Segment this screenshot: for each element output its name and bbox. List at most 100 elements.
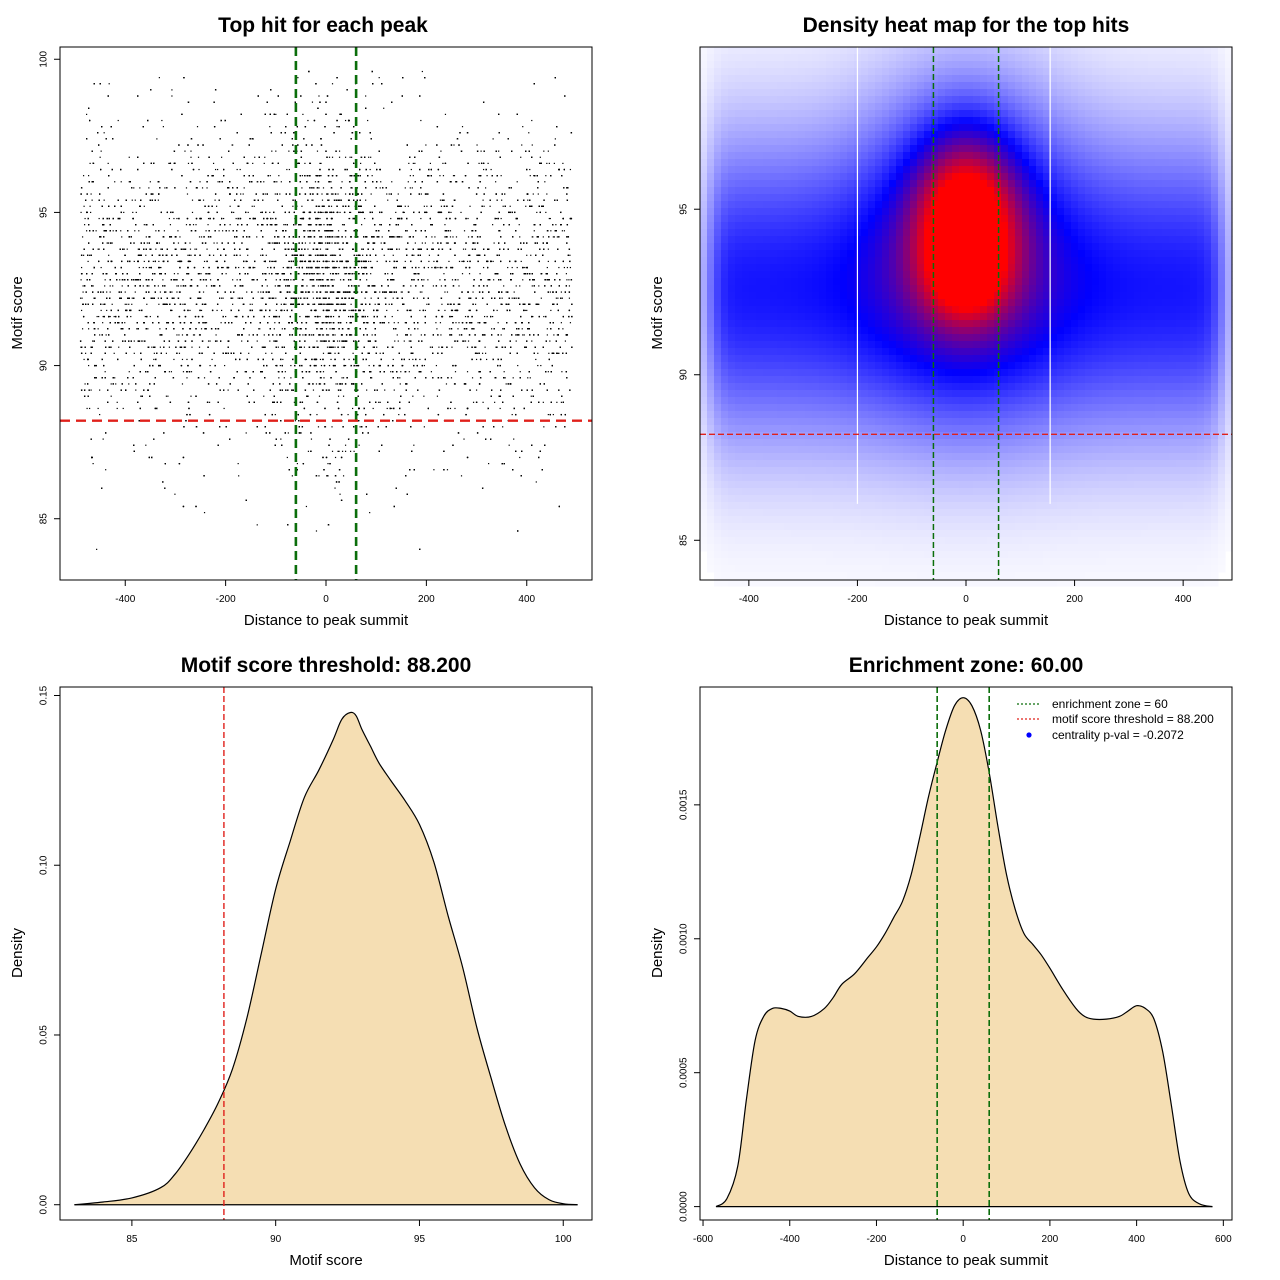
scatter-point xyxy=(292,279,294,281)
scatter-point xyxy=(331,83,334,85)
scatter-point xyxy=(207,340,210,342)
scatter-point xyxy=(378,401,380,403)
scatter-point xyxy=(319,273,321,275)
scatter-point xyxy=(214,168,217,171)
scatter-point xyxy=(389,248,391,250)
scatter-point xyxy=(492,315,494,318)
scatter-point xyxy=(157,199,159,201)
scatter-point xyxy=(168,371,171,373)
scatter-point xyxy=(533,230,535,232)
scatter-point xyxy=(80,279,82,281)
scatter-point xyxy=(189,309,191,312)
scatter-point xyxy=(124,322,126,324)
scatter-point xyxy=(244,371,246,373)
scatter-point xyxy=(320,364,323,367)
scatter-point xyxy=(316,340,318,342)
scatter-point xyxy=(120,230,122,232)
scatter-point xyxy=(455,322,457,324)
scatter-point xyxy=(108,83,110,85)
scatter-point xyxy=(298,242,300,244)
scatter-point xyxy=(273,340,275,342)
scatter-point xyxy=(307,383,310,385)
scatter-point xyxy=(544,279,546,281)
scatter-point xyxy=(275,113,277,115)
scatter-point xyxy=(338,340,341,342)
scatter-point xyxy=(383,107,385,109)
scatter-point xyxy=(123,211,125,214)
scatter-point xyxy=(177,285,180,287)
scatter-point xyxy=(186,358,188,361)
scatter-point xyxy=(108,254,110,256)
scatter-point xyxy=(391,181,393,183)
scatter-point xyxy=(178,334,180,336)
scatter-point xyxy=(538,285,540,287)
scatter-point xyxy=(100,309,102,312)
scatter-point xyxy=(215,334,217,336)
scatter-point xyxy=(153,352,155,354)
scatter-point xyxy=(241,242,243,244)
scatter-point xyxy=(322,266,324,269)
scatter-point xyxy=(216,168,219,171)
scatter-point xyxy=(90,193,92,195)
scatter-point xyxy=(138,266,140,269)
scatter-point xyxy=(251,303,253,305)
scatter-point xyxy=(544,181,546,183)
scatter-point xyxy=(437,266,439,269)
scatter-point xyxy=(476,352,479,354)
scatter-point xyxy=(324,291,327,293)
scatter-point xyxy=(116,407,118,410)
scatter-point xyxy=(238,266,240,269)
scatter-point xyxy=(344,444,347,446)
scatter-point xyxy=(466,260,469,263)
scatter-point xyxy=(428,260,430,263)
scatter-point xyxy=(395,260,397,263)
scatter-point xyxy=(330,358,332,361)
scatter-point xyxy=(87,260,89,263)
scatter-point xyxy=(323,224,325,226)
scatter-point xyxy=(274,193,276,195)
scatter-point xyxy=(241,340,243,342)
y-axis-label-heatmap: Motif score xyxy=(649,276,666,349)
scatter-point xyxy=(303,297,305,299)
scatter-point xyxy=(508,444,510,446)
scatter-point xyxy=(337,395,340,397)
scatter-point xyxy=(339,279,342,281)
scatter-point xyxy=(145,254,147,256)
scatter-point xyxy=(292,205,294,207)
scatter-point xyxy=(143,224,145,226)
scatter-point xyxy=(231,144,233,146)
scatter-point xyxy=(550,309,552,312)
scatter-point xyxy=(229,224,231,226)
scatter-point xyxy=(342,377,345,379)
scatter-point xyxy=(353,285,355,287)
scatter-point xyxy=(102,303,104,305)
scatter-point xyxy=(398,413,400,416)
scatter-point xyxy=(428,254,430,256)
scatter-point xyxy=(538,303,540,305)
scatter-point xyxy=(170,371,173,373)
scatter-point xyxy=(168,217,171,220)
scatter-point xyxy=(334,456,337,459)
scatter-point xyxy=(303,260,306,263)
scatter-point xyxy=(110,395,112,397)
panel-title-scatter: Top hit for each peak xyxy=(218,14,428,37)
scatter-point xyxy=(486,358,488,361)
scatter-point xyxy=(532,315,534,318)
scatter-point xyxy=(80,211,82,214)
scatter-point xyxy=(269,340,271,342)
scatter-point xyxy=(353,273,355,275)
scatter-point xyxy=(291,475,293,477)
scatter-point xyxy=(278,377,280,379)
scatter-point xyxy=(217,181,219,183)
scatter-point xyxy=(277,346,279,348)
scatter-point xyxy=(491,328,493,330)
scatter-point xyxy=(561,371,563,373)
scatter-point xyxy=(548,352,550,354)
scatter-point xyxy=(252,162,254,165)
scatter-point xyxy=(344,364,347,367)
scatter-point xyxy=(432,285,435,287)
scatter-point xyxy=(429,162,431,165)
scatter-point xyxy=(408,358,410,361)
scatter-point xyxy=(383,254,385,256)
scatter-point xyxy=(449,236,452,238)
